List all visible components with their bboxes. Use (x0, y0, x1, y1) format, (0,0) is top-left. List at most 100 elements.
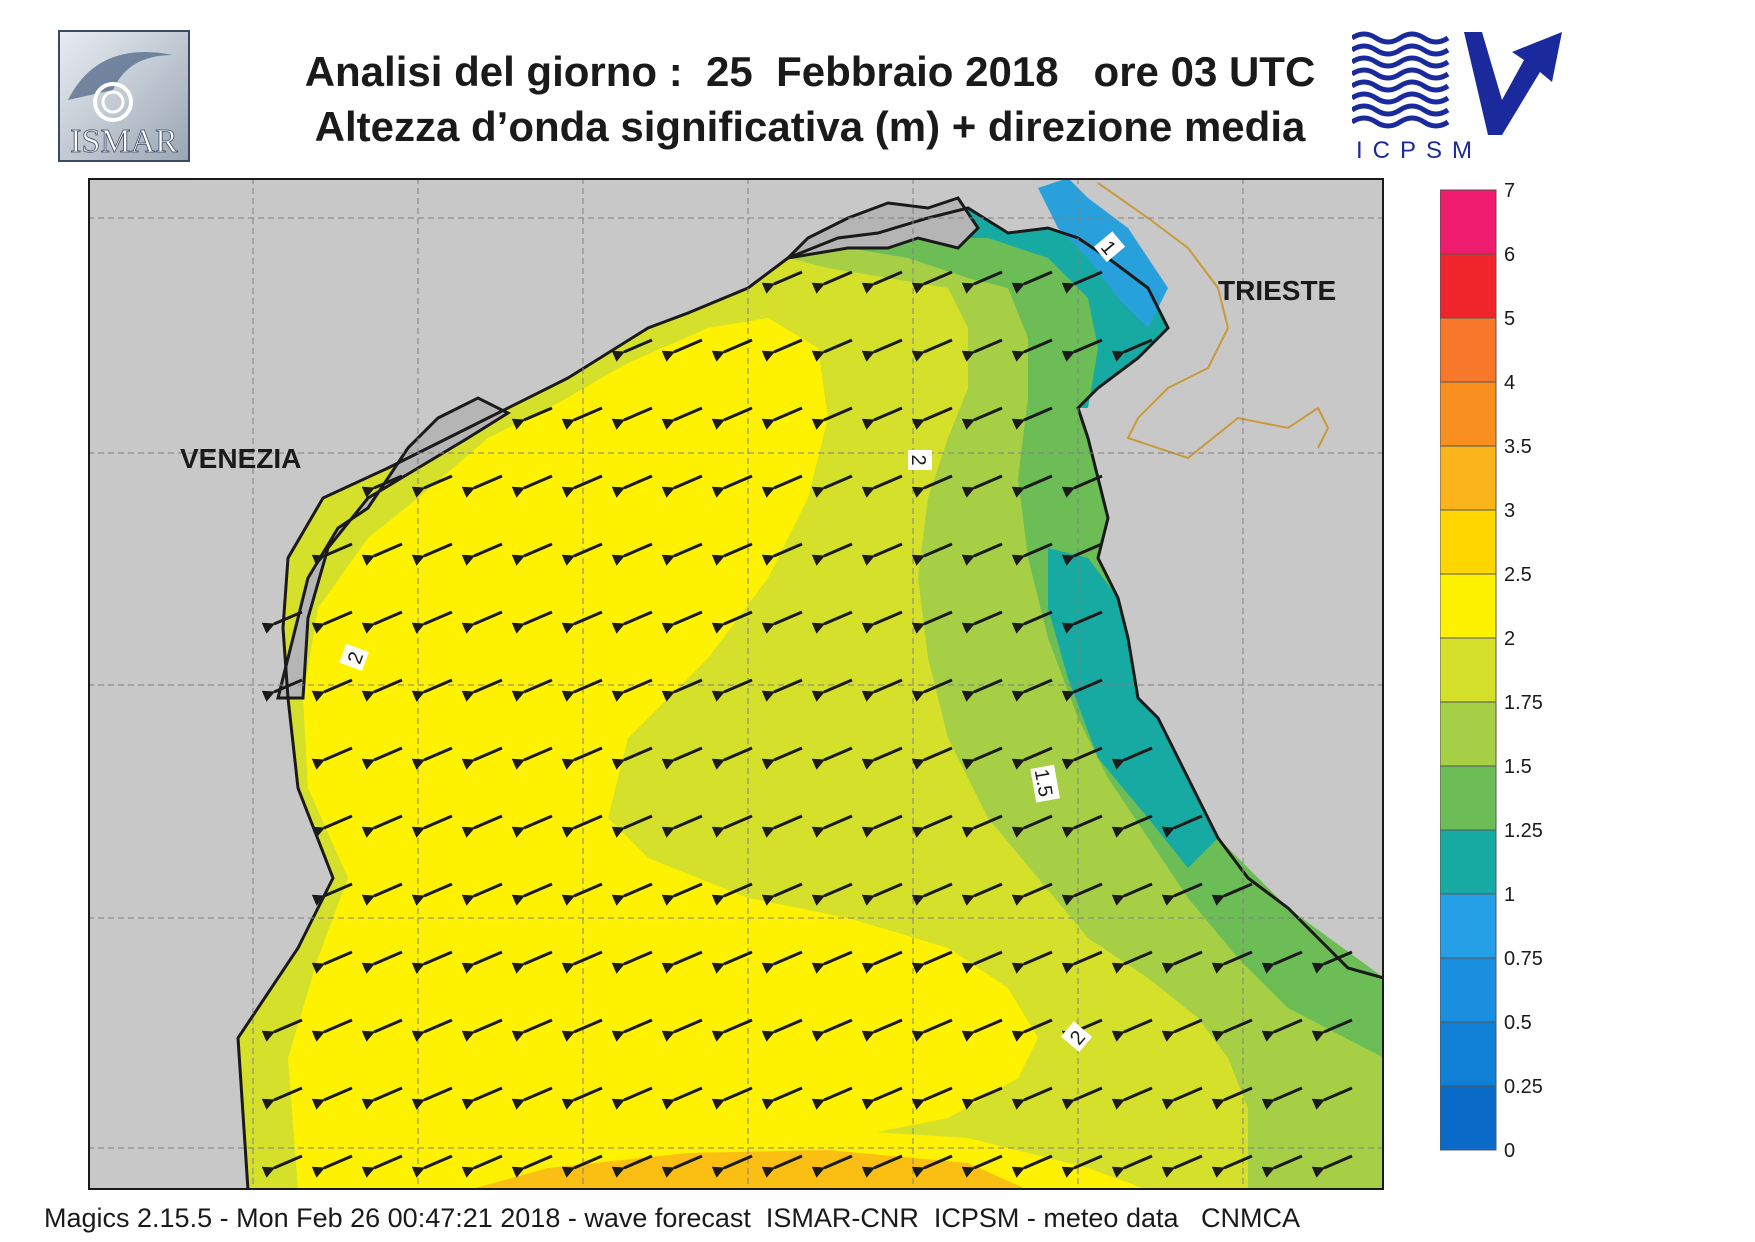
wave-arrow (1161, 950, 1203, 974)
wave-arrow (761, 542, 803, 566)
wave-arrow (811, 406, 853, 430)
wave-arrow (361, 678, 403, 702)
wave-arrow (1011, 270, 1053, 294)
wave-arrow (411, 542, 453, 566)
wave-arrow (961, 542, 1003, 566)
legend-color-box (1440, 445, 1497, 511)
legend-label: 1 (1504, 884, 1515, 906)
wave-arrow (1111, 1086, 1153, 1110)
wave-zone-1m (938, 208, 1168, 408)
wave-arrow (461, 814, 503, 838)
wave-arrow (961, 678, 1003, 702)
wave-arrow (561, 610, 603, 634)
wave-arrow (961, 746, 1003, 770)
wave-arrow (1311, 1018, 1353, 1042)
wave-arrow (1111, 746, 1153, 770)
wave-arrow (1061, 338, 1103, 362)
wave-arrow (261, 1018, 303, 1042)
wave-arrow (361, 746, 403, 770)
wave-arrow (561, 1086, 603, 1110)
wave-arrow (1011, 1154, 1053, 1178)
wave-arrow (761, 746, 803, 770)
wave-arrow (661, 406, 703, 430)
legend-color-box (1440, 573, 1497, 639)
wave-direction-arrows (261, 270, 1353, 1178)
wave-arrow (411, 882, 453, 906)
legend-color-box (1440, 509, 1497, 575)
wave-arrow (311, 542, 353, 566)
wave-arrow (961, 1018, 1003, 1042)
legend-label: 3 (1504, 500, 1515, 522)
wave-arrow (761, 950, 803, 974)
wave-arrow (661, 950, 703, 974)
wave-zone-1m-east (1048, 548, 1218, 868)
wave-arrow (311, 746, 353, 770)
wave-arrow (811, 474, 853, 498)
wave-arrow (1261, 950, 1303, 974)
wave-arrow (561, 542, 603, 566)
legend-label: 0.5 (1504, 1012, 1532, 1034)
wave-arrow (561, 406, 603, 430)
wave-arrow (911, 678, 953, 702)
legend-label: 6 (1504, 244, 1515, 266)
wave-arrow (461, 950, 503, 974)
wave-arrow (711, 950, 753, 974)
wave-arrow (511, 1018, 553, 1042)
wave-arrow (711, 814, 753, 838)
legend-label: 1.75 (1504, 692, 1543, 714)
wave-arrow (1061, 610, 1103, 634)
wave-arrow (711, 746, 753, 770)
wave-arrow (861, 1086, 903, 1110)
wave-arrow (511, 814, 553, 838)
wave-arrow (811, 882, 853, 906)
legend-color-box (1440, 381, 1497, 447)
wave-arrow (961, 474, 1003, 498)
title-line-1: Analisi del giorno : 25 Febbraio 2018 or… (304, 48, 1316, 95)
wave-arrow (1211, 1018, 1253, 1042)
wave-arrow (1061, 542, 1103, 566)
color-legend: 0 0.25 0.5 0.75 1 1.25 1.5 1.75 2 2.5 3 3.5 4 5 6 7 (1440, 180, 1543, 1162)
legend-color-box (1440, 765, 1497, 831)
wave-arrow (611, 1086, 653, 1110)
wave-arrow (361, 1086, 403, 1110)
wave-arrow (1011, 678, 1053, 702)
footer-credits: Magics 2.15.5 - Mon Feb 26 00:47:21 2018… (44, 1203, 1301, 1233)
wave-arrow (711, 1086, 753, 1110)
wave-arrow (411, 474, 453, 498)
wave-arrow (1061, 678, 1103, 702)
wave-arrow (661, 882, 703, 906)
wave-arrow (661, 1018, 703, 1042)
wave-arrow (561, 882, 603, 906)
legend-label: 0 (1504, 1140, 1515, 1162)
wave-arrow (661, 678, 703, 702)
wave-arrow (611, 950, 653, 974)
wave-arrow (711, 882, 753, 906)
wave-arrow (361, 814, 403, 838)
wave-arrow (911, 406, 953, 430)
wave-arrow (911, 338, 953, 362)
wave-arrow (311, 1154, 353, 1178)
wave-arrow (811, 1086, 853, 1110)
icpsm-logo-text: ICPSM (1356, 137, 1482, 164)
legend-color-box (1440, 701, 1497, 767)
wave-arrow (461, 474, 503, 498)
wave-arrow (1161, 814, 1203, 838)
wave-arrow (411, 746, 453, 770)
wave-arrow (811, 338, 853, 362)
wave-arrow (1061, 474, 1103, 498)
wave-arrow (361, 1018, 403, 1042)
wave-arrow (511, 882, 553, 906)
wave-arrow (911, 950, 953, 974)
wave-arrow (711, 610, 753, 634)
wave-arrow (461, 1154, 503, 1178)
wave-arrow (661, 1086, 703, 1110)
wave-arrow (411, 950, 453, 974)
legend-color-box (1440, 957, 1497, 1023)
wave-arrow (861, 882, 903, 906)
wave-arrow (661, 814, 703, 838)
legend-color-box (1440, 317, 1497, 383)
wave-arrow (811, 1154, 853, 1178)
wave-arrow (661, 338, 703, 362)
wave-arrow (961, 1086, 1003, 1110)
legend-label: 1.5 (1504, 756, 1532, 778)
